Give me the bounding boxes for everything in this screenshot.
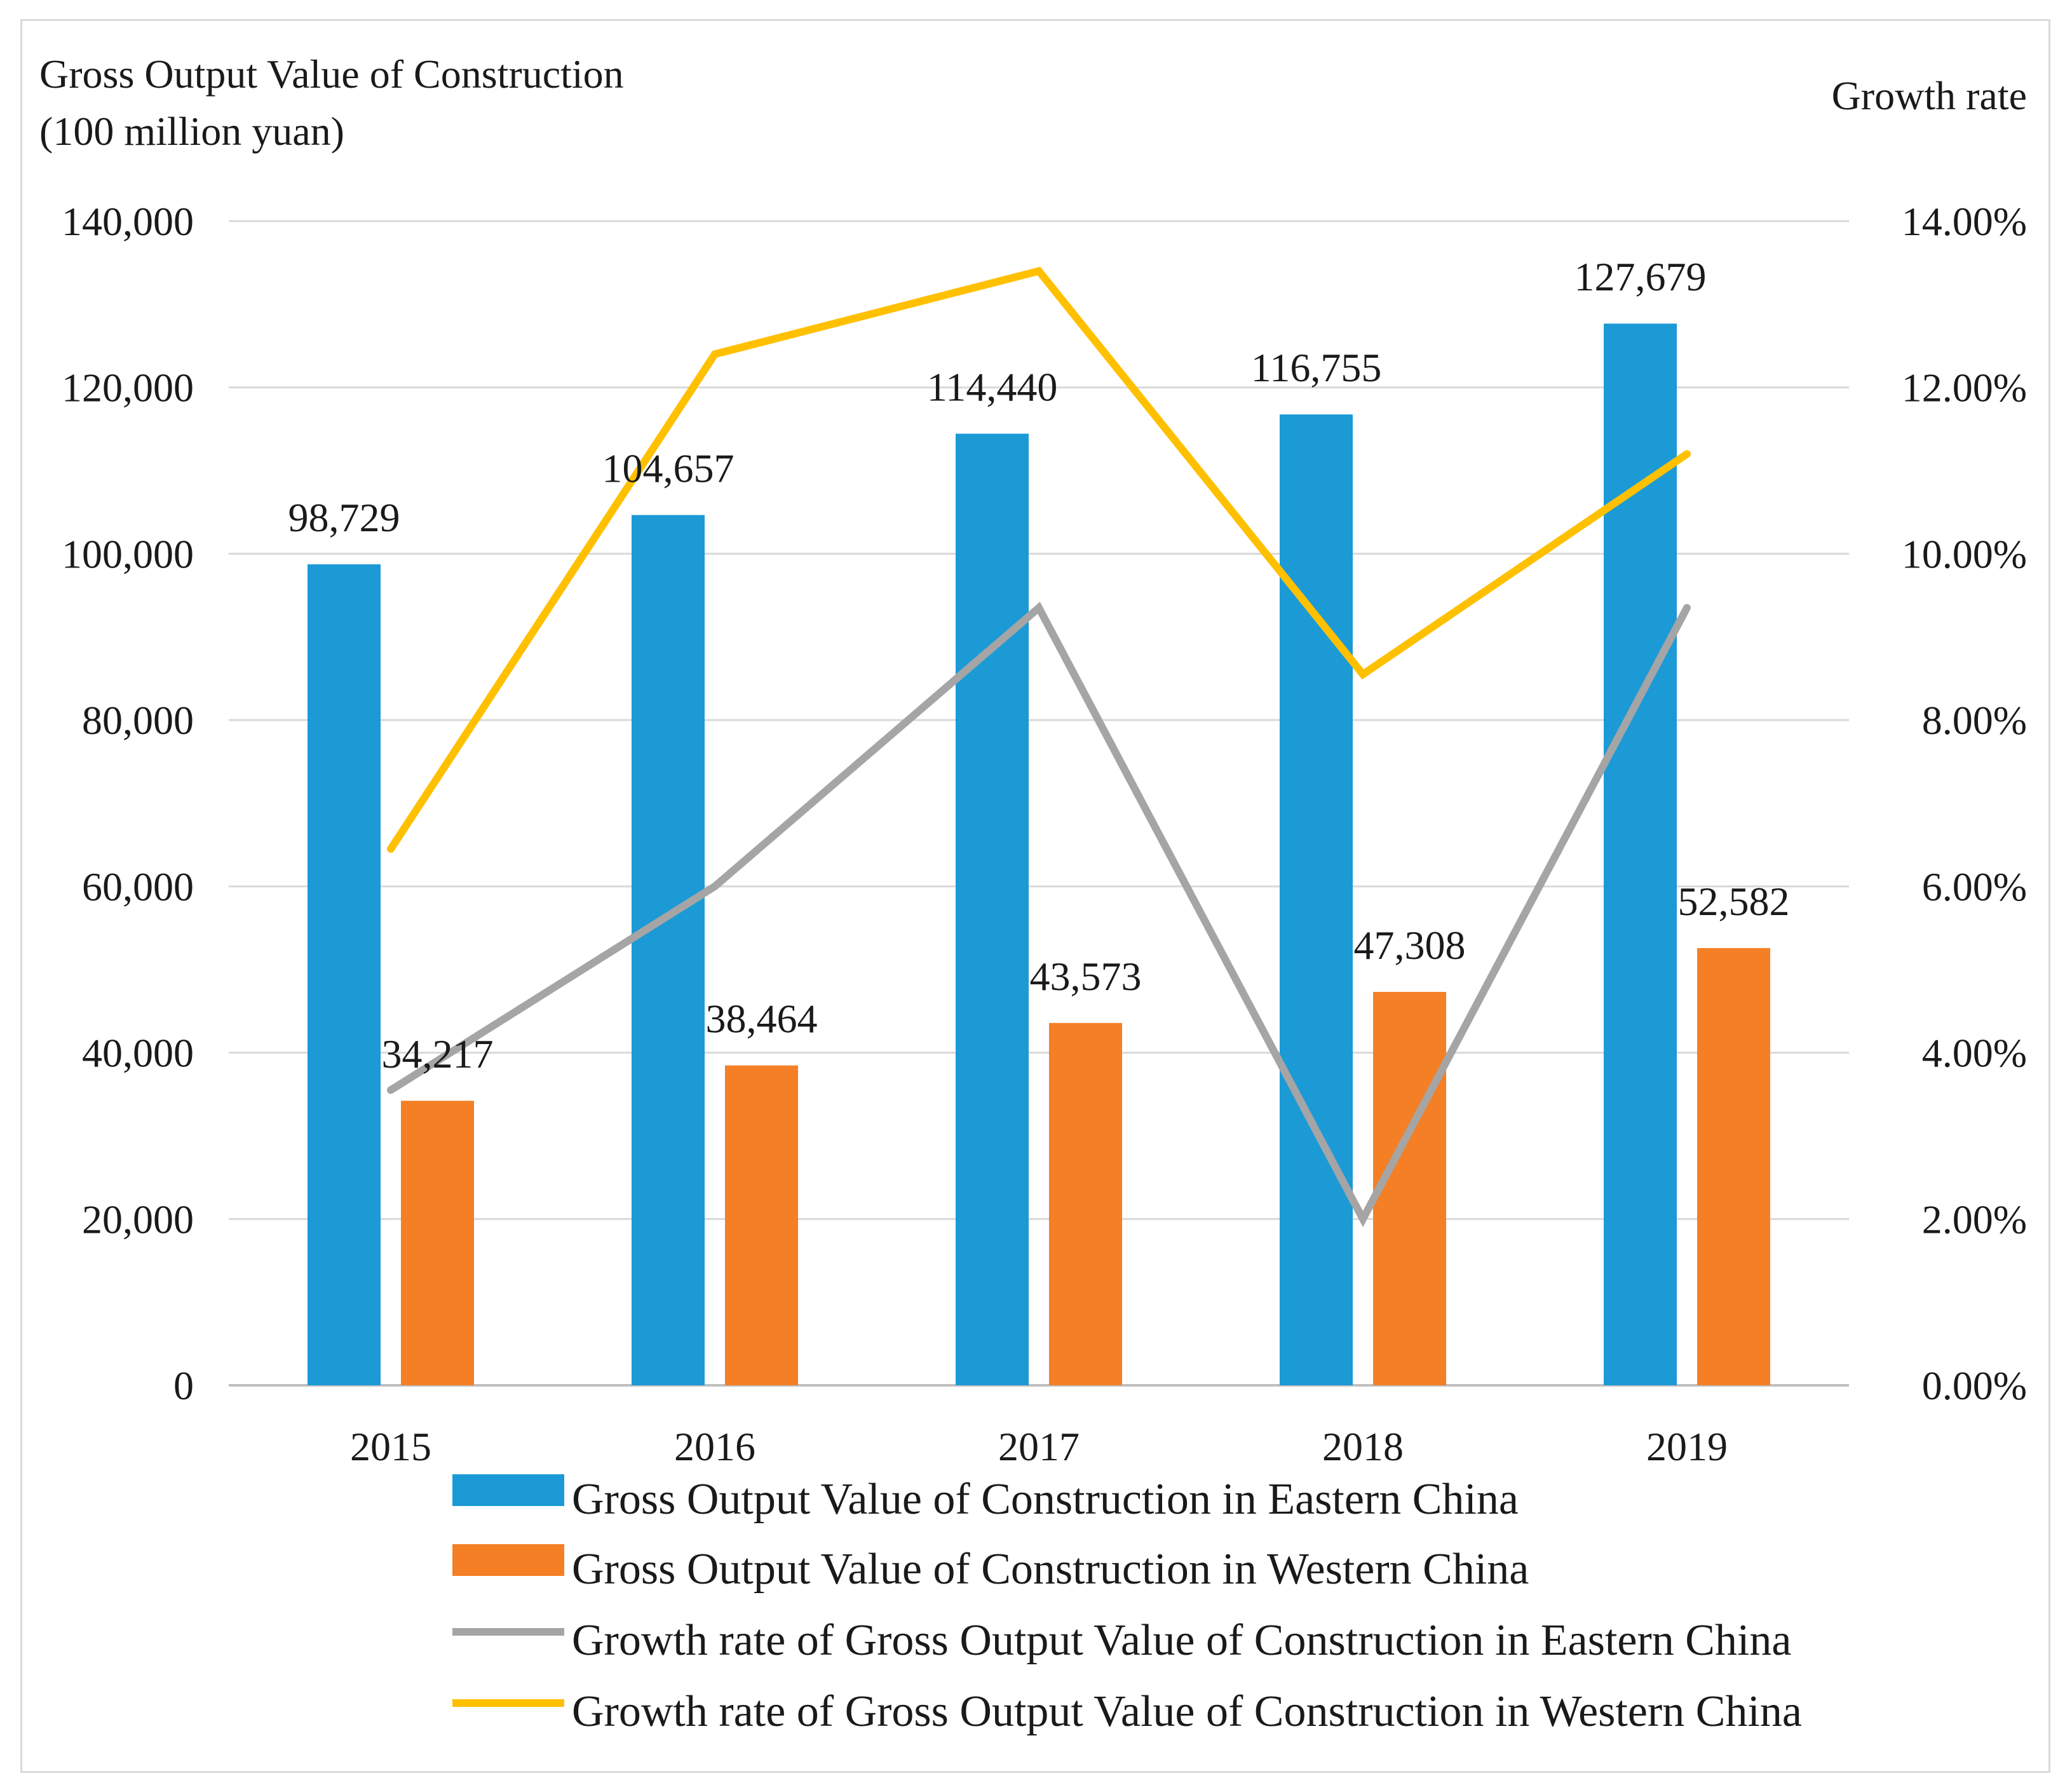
legend: Gross Output Value of Construction in Ea…	[452, 1474, 1802, 1736]
left-axis-tick-label: 20,000	[82, 1197, 194, 1242]
left-axis-tick-label: 100,000	[62, 531, 194, 576]
right-axis-tick-label: 14.00%	[1902, 199, 2027, 244]
right-axis-tick-label: 4.00%	[1922, 1031, 2027, 1076]
eastern-bar-value-label: 116,755	[1251, 345, 1382, 390]
legend-swatch-bar	[452, 1544, 564, 1576]
axes: Gross Output Value of Construction (100 …	[39, 51, 2027, 1469]
western-bar-value-label: 38,464	[706, 996, 818, 1042]
legend-label: Gross Output Value of Construction in Ea…	[572, 1475, 1519, 1524]
legend-swatch-bar	[452, 1474, 564, 1506]
left-axis-tick-label: 60,000	[82, 864, 194, 909]
eastern-bar	[632, 515, 705, 1385]
right-axis-tick-label: 2.00%	[1922, 1197, 2027, 1242]
eastern-growth-line	[387, 602, 1691, 1228]
x-axis-tick-label: 2016	[674, 1424, 755, 1469]
right-axis-tick-label: 8.00%	[1922, 698, 2027, 743]
eastern-bar	[308, 564, 381, 1385]
western-growth-point	[1362, 674, 1364, 675]
right-axis-tick-label: 10.00%	[1902, 531, 2027, 576]
western-bar	[1697, 947, 1770, 1385]
eastern-bar	[1280, 414, 1353, 1385]
right-axis-tick-label: 6.00%	[1922, 864, 2027, 909]
western-bar-value-label: 34,217	[382, 1031, 494, 1076]
left-axis-tick-label: 40,000	[82, 1031, 194, 1076]
western-growth-point	[714, 353, 715, 355]
western-bar	[1373, 991, 1446, 1385]
western-bar-value-label: 52,582	[1678, 879, 1790, 924]
eastern-bar-value-label: 127,679	[1574, 254, 1707, 299]
eastern-growth-point	[714, 885, 715, 887]
eastern-growth-point	[1362, 1218, 1364, 1220]
eastern-growth-point	[1038, 607, 1039, 609]
right-axis-tick-label: 12.00%	[1902, 365, 2027, 411]
legend-label: Growth rate of Gross Output Value of Con…	[572, 1616, 1792, 1665]
right-axis-tick-label: 0.00%	[1922, 1363, 2027, 1408]
eastern-bar-value-label: 104,657	[602, 445, 735, 491]
right-axis-title: Growth rate	[1832, 73, 2027, 118]
left-axis-tick-label: 80,000	[82, 698, 194, 743]
data-labels: 98,729 104,657 114,440 116,755 127,679 34,217…	[288, 254, 1790, 1076]
x-axis-tick-label: 2019	[1646, 1424, 1728, 1469]
left-axis-tick-label: 140,000	[62, 199, 194, 244]
western-bar-value-label: 47,308	[1354, 923, 1466, 968]
x-axis-tick-label: 2018	[1322, 1424, 1404, 1469]
left-axis-title-line2: (100 million yuan)	[39, 109, 344, 154]
left-axis-title-line1: Gross Output Value of Construction	[39, 51, 624, 97]
western-growth-line	[387, 266, 1691, 853]
legend-label: Gross Output Value of Construction in We…	[572, 1545, 1529, 1594]
western-bar	[401, 1101, 474, 1385]
x-axis-tick-label: 2017	[998, 1424, 1080, 1469]
legend-label: Growth rate of Gross Output Value of Con…	[572, 1687, 1802, 1736]
left-axis-tick-label: 0	[173, 1363, 194, 1408]
gridlines	[229, 220, 1849, 1387]
left-axis-tick-label: 120,000	[62, 365, 194, 411]
eastern-bar-value-label: 114,440	[927, 364, 1058, 409]
western-growth-point	[1686, 453, 1688, 455]
eastern-growth-point	[390, 1089, 391, 1091]
western-growth-point	[1038, 270, 1039, 272]
western-bar-value-label: 43,573	[1030, 954, 1142, 999]
western-bar	[725, 1065, 798, 1385]
eastern-growth-point	[1686, 607, 1688, 609]
western-growth-point	[390, 848, 391, 850]
eastern-bar	[956, 433, 1029, 1385]
eastern-bar-value-label: 98,729	[288, 495, 400, 540]
bars	[308, 323, 1770, 1385]
growth-lines	[387, 266, 1691, 1228]
western-bar	[1049, 1022, 1122, 1385]
x-axis-tick-label: 2015	[350, 1424, 431, 1469]
